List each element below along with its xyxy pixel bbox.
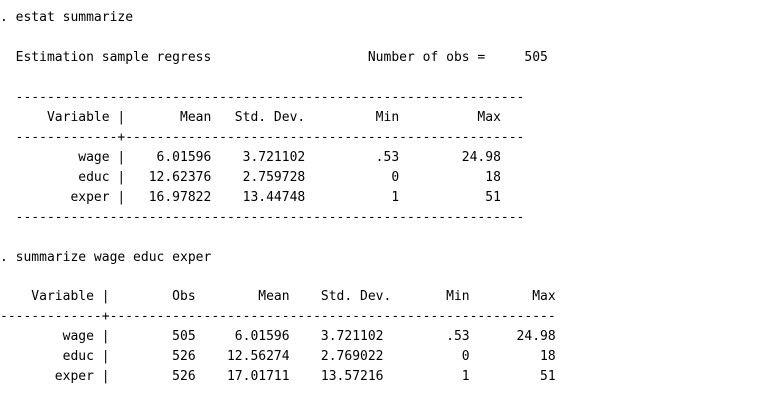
table-row: educ | 526 12.56274 2.769022 0 18 xyxy=(0,349,556,364)
table-header-rule: -------------+--------------------------… xyxy=(0,130,525,145)
table-header-row: Variable | Obs Mean Std. Dev. Min Max xyxy=(0,289,556,304)
table-row: wage | 505 6.01596 3.721102 .53 24.98 xyxy=(0,329,556,344)
table-row: exper | 526 17.01711 13.57216 1 51 xyxy=(0,369,556,384)
table-row: exper | 16.97822 13.44748 1 51 xyxy=(0,190,501,205)
table-row: wage | 6.01596 3.721102 .53 24.98 xyxy=(0,150,501,165)
command-summarize: . summarize wage educ exper xyxy=(0,250,212,265)
table-bottom-rule: ----------------------------------------… xyxy=(0,210,525,225)
estimation-sample-header: Estimation sample regress Number of obs … xyxy=(0,50,548,65)
command-estat-summarize: . estat summarize xyxy=(0,10,134,25)
table-top-rule: ----------------------------------------… xyxy=(0,90,525,105)
table-header-row: Variable | Mean Std. Dev. Min Max xyxy=(0,110,501,125)
table-row: educ | 12.62376 2.759728 0 18 xyxy=(0,170,501,185)
table-header-rule: -------------+--------------------------… xyxy=(0,309,556,324)
